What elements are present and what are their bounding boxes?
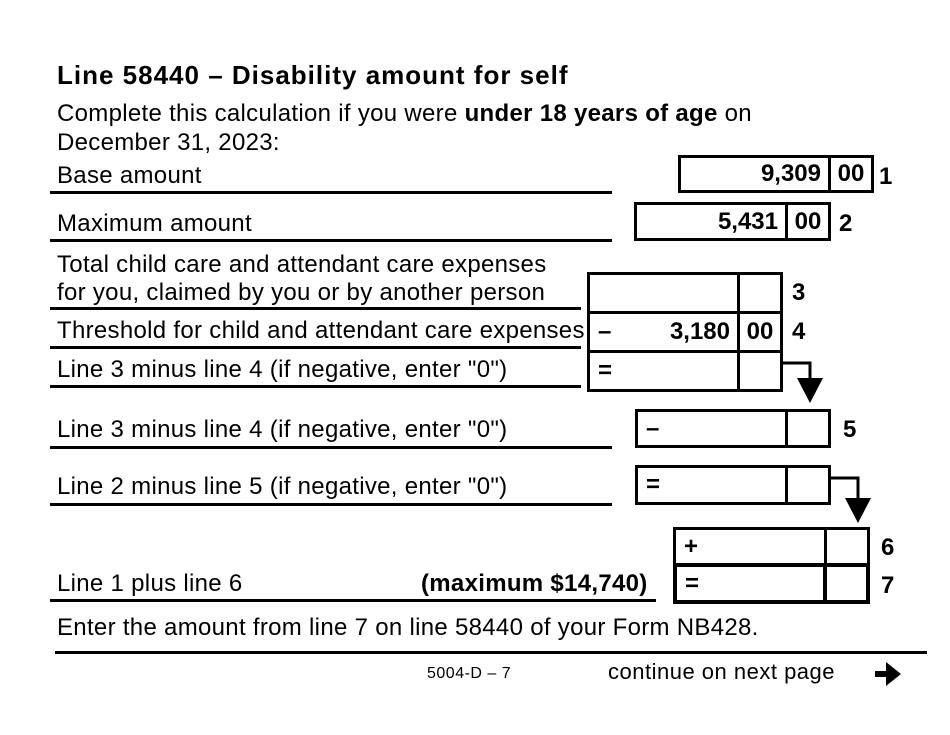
rows3to5-box-stack: – 3,180 00 = bbox=[587, 272, 783, 392]
row3-amount-cell[interactable] bbox=[590, 275, 737, 311]
footer-form-code: 5004-D – 7 bbox=[427, 665, 512, 682]
row6-plus-operator: + bbox=[684, 532, 699, 560]
row2-cents-cell: 00 bbox=[785, 205, 828, 238]
row6-cents-cell[interactable] bbox=[824, 530, 867, 563]
row2-label: Maximum amount bbox=[57, 210, 252, 237]
row5-line-number: 5 bbox=[843, 416, 857, 443]
row2-amount-cell: 5,431 bbox=[717, 207, 778, 235]
row6calc-amount-box: = bbox=[635, 465, 831, 505]
row3-line-number: 3 bbox=[792, 279, 806, 306]
row5-amount-cell[interactable]: – bbox=[638, 412, 785, 445]
row5calc-cents-cell[interactable] bbox=[737, 353, 780, 389]
row1-amount-cell: 9,309 bbox=[760, 160, 821, 187]
row7-line-number: 7 bbox=[881, 572, 895, 599]
flow-arrow-down-2-icon bbox=[831, 476, 871, 523]
footer-divider bbox=[55, 651, 927, 654]
row7-label: Line 1 plus line 6 bbox=[57, 570, 243, 597]
row7-equals-operator: = bbox=[685, 569, 700, 597]
row1-underline bbox=[50, 191, 612, 194]
row6-line-number: 6 bbox=[881, 534, 895, 561]
page-title: Line 58440 – Disability amount for self bbox=[57, 60, 569, 90]
intro-post: on bbox=[724, 100, 752, 127]
row4-amount-cell: – 3,180 bbox=[590, 314, 737, 350]
row7-amount-cell[interactable]: = bbox=[677, 567, 823, 600]
intro-pre: Complete this calculation if you were bbox=[57, 100, 458, 127]
row1-amount-box: 9,309 00 bbox=[678, 155, 874, 193]
row5-label: Line 3 minus line 4 (if negative, enter … bbox=[57, 416, 508, 443]
row5-amount-box: – bbox=[635, 409, 831, 448]
row2-underline bbox=[50, 239, 612, 242]
row7-cents-cell[interactable] bbox=[823, 567, 866, 600]
row4-minus-operator: – bbox=[598, 318, 612, 345]
row5-cents-cell[interactable] bbox=[785, 412, 828, 445]
continue-next-page-arrow-icon bbox=[875, 662, 901, 686]
row4-cents-cell: 00 bbox=[737, 314, 780, 350]
row6calc-amount-cell[interactable]: = bbox=[638, 468, 785, 502]
row4-line-number: 4 bbox=[792, 318, 806, 345]
row3-label-line1: Total child care and attendant care expe… bbox=[57, 251, 547, 278]
row4-box-row: – 3,180 00 bbox=[590, 311, 780, 350]
row6-amount-cell[interactable]: + bbox=[676, 530, 824, 563]
row1-cents-cell: 00 bbox=[828, 158, 871, 190]
row5calc-amount-cell[interactable]: = bbox=[590, 353, 737, 389]
row2-amount-box: 5,431 00 bbox=[634, 202, 831, 241]
row6calc-underline bbox=[50, 503, 612, 506]
row2-line-number: 2 bbox=[839, 210, 853, 237]
intro-bold: under 18 years of age bbox=[464, 100, 718, 127]
row3-cents-cell[interactable] bbox=[737, 275, 780, 311]
row4-amount-value: 3,180 bbox=[669, 318, 730, 345]
row5calc-box-row: = bbox=[590, 350, 780, 389]
row7-maximum-note: (maximum $14,740) bbox=[421, 570, 648, 597]
intro-line-2: December 31, 2023: bbox=[57, 129, 280, 156]
row3-label-line2: for you, claimed by you or by another pe… bbox=[57, 279, 546, 306]
row5-underline bbox=[50, 446, 612, 449]
row5-minus-operator: – bbox=[646, 414, 660, 442]
flow-arrow-down-1-icon bbox=[783, 361, 823, 403]
row7-amount-box: = bbox=[673, 563, 870, 604]
row6calc-equals-operator: = bbox=[646, 471, 661, 498]
intro-line-1: Complete this calculation if you were un… bbox=[57, 100, 752, 128]
row6calc-label: Line 2 minus line 5 (if negative, enter … bbox=[57, 473, 508, 500]
row7-underline bbox=[50, 599, 656, 602]
form-instruction: Enter the amount from line 7 on line 584… bbox=[57, 614, 759, 641]
row5calc-equals-operator: = bbox=[598, 357, 613, 384]
row1-label: Base amount bbox=[57, 162, 202, 189]
row3-box-row bbox=[590, 275, 780, 311]
row5calc-label: Line 3 minus line 4 (if negative, enter … bbox=[57, 356, 508, 383]
row3-underline bbox=[50, 307, 581, 310]
row6-amount-box: + bbox=[673, 527, 870, 566]
row1-line-number: 1 bbox=[879, 163, 893, 190]
row5calc-underline bbox=[50, 385, 581, 388]
row4-label: Threshold for child and attendant care e… bbox=[57, 317, 585, 344]
row4-underline bbox=[50, 346, 581, 349]
row6calc-cents-cell[interactable] bbox=[785, 468, 828, 502]
footer-continue-label: continue on next page bbox=[608, 659, 836, 684]
